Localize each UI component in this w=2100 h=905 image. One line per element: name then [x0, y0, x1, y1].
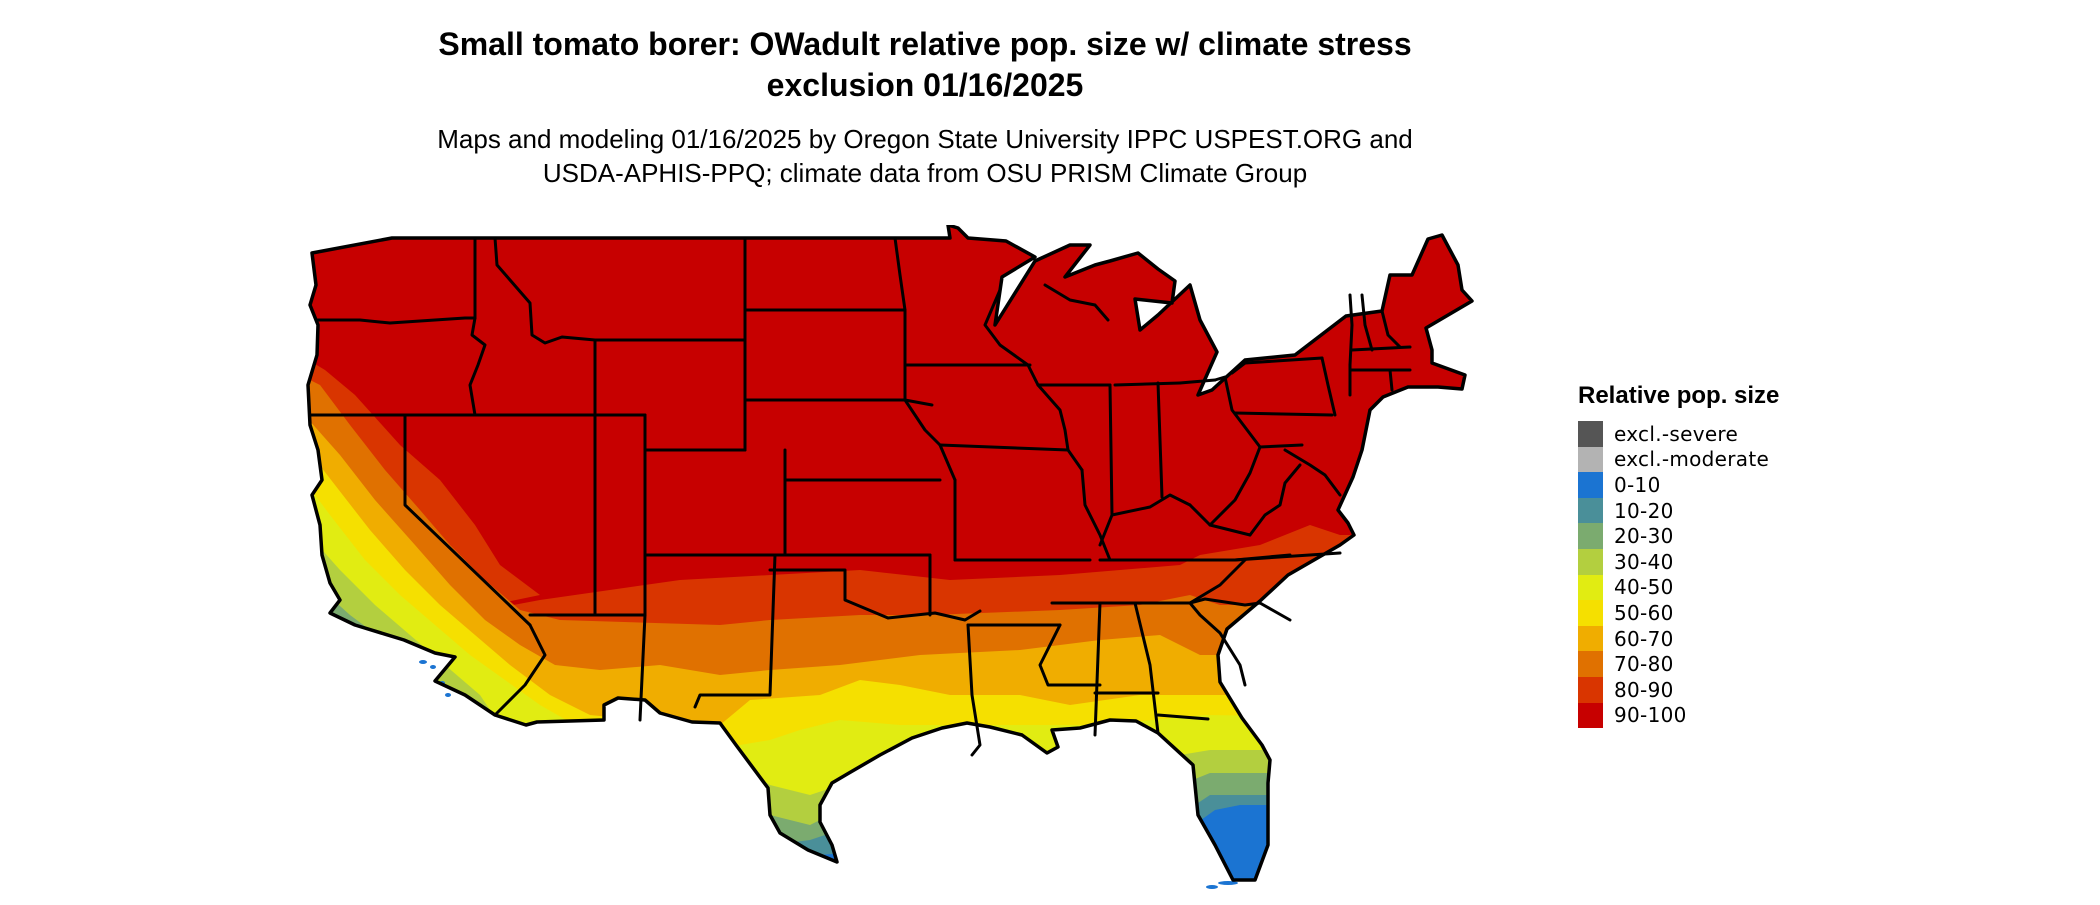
legend-title: Relative pop. size: [1578, 382, 1780, 409]
state-border-ca-nv: [403, 413, 532, 627]
legend-swatch: [1578, 702, 1603, 729]
state-border-nm-ok-tx: [693, 553, 777, 709]
legend-item: 80-90: [1578, 676, 1779, 703]
us-map: [306, 225, 1474, 889]
state-border-vt-nh: [1360, 293, 1374, 352]
legend-swatch: [1578, 472, 1603, 498]
legend-item: 70-80: [1578, 651, 1779, 677]
state-border-in-mi: [1113, 381, 1182, 387]
legend-swatch: [1578, 600, 1603, 626]
state-border-la-ms: [1038, 623, 1102, 687]
legend-item: excl.-moderate: [1578, 446, 1779, 473]
state-border-wa-or: [316, 316, 477, 325]
legend-items: excl.-severe excl.-moderate 0-10 10-20 20-30…: [1578, 421, 1779, 729]
state-border-ca-az: [493, 623, 547, 717]
legend-item: 10-20: [1578, 497, 1779, 524]
state-border-ia-mo: [938, 443, 1070, 452]
state-border-nc-sc: [1188, 597, 1292, 622]
legend-swatch: [1578, 446, 1603, 473]
legend-item: 60-70: [1578, 625, 1779, 652]
state-border-il-ky: [1080, 468, 1112, 562]
legend-item: 90-100: [1578, 702, 1779, 729]
state-border-ok-tx: [768, 568, 982, 622]
legend-swatch: [1578, 676, 1603, 703]
legend-label: 0-10: [1614, 472, 1661, 497]
state-border-al-ga: [1133, 601, 1160, 735]
legend-label: 70-80: [1614, 652, 1674, 677]
state-border-ny-vt-ma: [1348, 293, 1354, 367]
state-border-oh-mi: [1178, 378, 1217, 385]
legend-swatch: [1578, 625, 1603, 652]
legend-label: 80-90: [1614, 677, 1674, 702]
legend-label: excl.-severe: [1614, 421, 1739, 446]
state-border-ne-mo: [938, 443, 957, 482]
legend: Relative pop. size excl.-severe excl.-mod…: [1578, 381, 1780, 729]
state-border-in-oh: [1156, 381, 1164, 499]
state-border-pa-ny: [1230, 356, 1324, 375]
state-border-mn-wi: [983, 288, 1030, 367]
state-border-nc-tn: [1188, 558, 1247, 605]
legend-swatch: [1578, 497, 1603, 524]
state-border-or-id: [468, 316, 487, 417]
map-subtitle-line-1: Maps and modeling 01/16/2025 by Oregon S…: [437, 124, 1413, 154]
state-border-nd-mn: [893, 236, 907, 367]
map-subtitle: Maps and modeling 01/16/2025 by Oregon S…: [0, 122, 1850, 190]
legend-item: 50-60: [1578, 600, 1779, 626]
legend-item: 30-40: [1578, 548, 1779, 575]
state-border-ia-wi-il: [1026, 363, 1084, 472]
legend-swatch: [1578, 651, 1603, 677]
island: [1218, 881, 1238, 885]
legend-swatch: [1578, 421, 1603, 447]
state-border-wi-mi: [1043, 283, 1110, 322]
state-border-ga-sc: [1188, 601, 1247, 687]
state-border-pa-nj: [1320, 356, 1337, 417]
legend-label: 50-60: [1614, 600, 1674, 625]
map-title-line-1: Small tomato borer: OWadult relative pop…: [438, 26, 1412, 62]
state-borders: [308, 236, 1412, 757]
legend-label: excl.-moderate: [1614, 447, 1770, 472]
state-border-ms-al: [1093, 601, 1102, 737]
state-border-md-va: [1283, 448, 1342, 497]
state-border-az-nm: [638, 613, 647, 722]
map-title: Small tomato borer: OWadult relative pop…: [0, 24, 1850, 106]
island: [430, 665, 436, 669]
state-border-ky-in-oh: [1110, 493, 1192, 517]
state-border-pa-oh-wv: [1213, 375, 1304, 449]
legend-swatch: [1578, 548, 1603, 575]
state-border-ky-va: [1208, 523, 1252, 537]
state-border-va-wv: [1248, 463, 1302, 537]
map-title-line-2: exclusion 01/16/2025: [766, 67, 1084, 103]
state-border-ga-fl: [1156, 713, 1210, 721]
legend-item: 40-50: [1578, 574, 1779, 601]
state-border-nh-me: [1380, 309, 1402, 349]
island: [445, 693, 451, 697]
legend-label: 40-50: [1614, 575, 1674, 600]
state-border-tx-la: [966, 623, 982, 757]
legend-label: 20-30: [1614, 524, 1674, 549]
state-border-sd-ia: [903, 363, 942, 447]
legend-label: 30-40: [1614, 549, 1674, 574]
legend-label: 60-70: [1614, 626, 1674, 651]
map-subtitle-line-2: USDA-APHIS-PPQ; climate data from OSU PR…: [542, 158, 1308, 188]
state-border-ct-ri: [1388, 368, 1394, 392]
state-border-oh-wv-ky: [1188, 445, 1262, 527]
legend-item: 0-10: [1578, 472, 1779, 498]
legend-item: excl.-severe: [1578, 421, 1779, 447]
state-border-va-nc: [1233, 551, 1342, 562]
legend-swatch: [1578, 574, 1603, 601]
state-border-id-mt: [493, 236, 597, 345]
legend-swatch: [1578, 523, 1603, 549]
state-border-pa-md: [1233, 411, 1334, 417]
island: [419, 660, 427, 664]
legend-label: 90-100: [1614, 703, 1687, 728]
island: [1206, 885, 1218, 889]
legend-item: 20-30: [1578, 523, 1779, 549]
legend-label: 10-20: [1614, 498, 1674, 523]
